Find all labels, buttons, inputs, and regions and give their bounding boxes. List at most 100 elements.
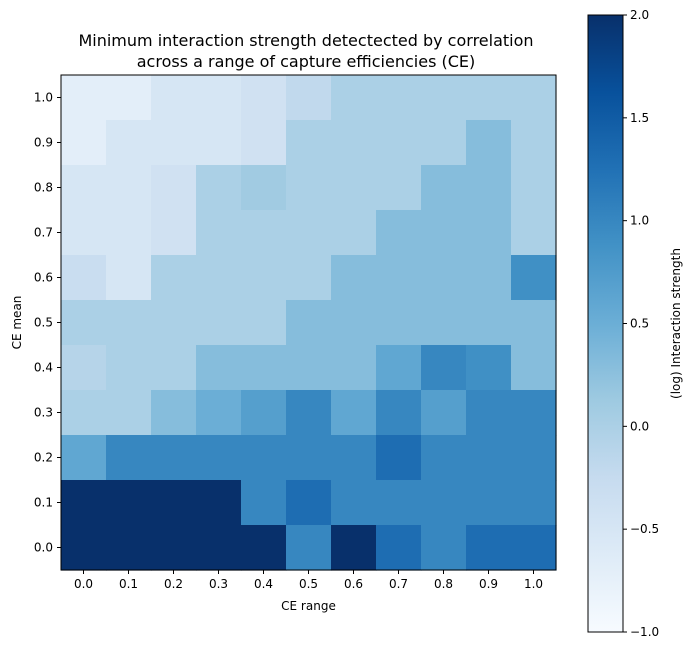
heatmap-cell xyxy=(466,480,512,526)
heatmap-cell xyxy=(331,75,377,121)
colorbar-tick-label: 0.5 xyxy=(630,317,649,331)
heatmap-cell xyxy=(196,480,242,526)
heatmap-cells xyxy=(61,75,557,571)
x-tick-label: 0.0 xyxy=(74,577,93,591)
heatmap-cell xyxy=(421,165,467,211)
x-tick-label: 0.4 xyxy=(254,577,273,591)
colorbar-ticks: 2.0 1.5 1.0 0.5 0.0 −0.5 −1.0 xyxy=(623,8,659,639)
heatmap-cell xyxy=(376,345,422,391)
heatmap-cell xyxy=(106,165,152,211)
heatmap-cell xyxy=(241,255,287,301)
heatmap-cell xyxy=(241,345,287,391)
x-tick-label: 0.5 xyxy=(299,577,318,591)
heatmap-cell xyxy=(286,435,332,481)
x-tick-label: 0.3 xyxy=(209,577,228,591)
heatmap-cell xyxy=(286,120,332,166)
heatmap-cell xyxy=(331,390,377,436)
colorbar-tick-label: 1.0 xyxy=(630,214,649,228)
heatmap-cell xyxy=(511,120,557,166)
heatmap-cell xyxy=(61,435,107,481)
heatmap-cell xyxy=(511,210,557,256)
heatmap-cell xyxy=(241,435,287,481)
heatmap-cell xyxy=(196,345,242,391)
heatmap-cell xyxy=(106,120,152,166)
heatmap-cell xyxy=(286,255,332,301)
heatmap-cell xyxy=(241,120,287,166)
colorbar-tick-label: 1.5 xyxy=(630,111,649,125)
heatmap-cell xyxy=(466,120,512,166)
heatmap-cell xyxy=(151,165,197,211)
heatmap-cell xyxy=(151,300,197,346)
heatmap-cell xyxy=(61,210,107,256)
heatmap-cell xyxy=(376,75,422,121)
heatmap-cell xyxy=(286,525,332,571)
colorbar-tick-label: −0.5 xyxy=(630,522,659,536)
heatmap-cell xyxy=(286,345,332,391)
heatmap-cell xyxy=(331,120,377,166)
y-tick-label: 0.4 xyxy=(34,361,53,375)
heatmap-cell xyxy=(106,210,152,256)
heatmap-cell xyxy=(511,390,557,436)
y-tick-label: 0.2 xyxy=(34,451,53,465)
heatmap-cell xyxy=(466,300,512,346)
heatmap-cell xyxy=(421,435,467,481)
heatmap-cell xyxy=(196,75,242,121)
y-tick-label: 0.7 xyxy=(34,226,53,240)
heatmap-cell xyxy=(151,120,197,166)
heatmap-cell xyxy=(106,435,152,481)
heatmap-cell xyxy=(196,300,242,346)
heatmap-cell xyxy=(196,165,242,211)
heatmap-cell xyxy=(421,300,467,346)
heatmap-cell xyxy=(376,525,422,571)
chart-title-line-1: Minimum interaction strength detectected… xyxy=(78,31,533,50)
heatmap-cell xyxy=(376,120,422,166)
x-axis-label: CE range xyxy=(281,599,336,613)
heatmap-cell xyxy=(376,480,422,526)
heatmap-cell xyxy=(241,165,287,211)
heatmap-cell xyxy=(511,345,557,391)
y-tick-label: 0.0 xyxy=(34,541,53,555)
colorbar-tick-label: 2.0 xyxy=(630,8,649,22)
y-tick-label: 0.6 xyxy=(34,271,53,285)
heatmap-cell xyxy=(196,435,242,481)
heatmap-cell xyxy=(196,255,242,301)
y-tick-label: 0.1 xyxy=(34,496,53,510)
heatmap-cell xyxy=(286,480,332,526)
heatmap-cell xyxy=(421,210,467,256)
heatmap-cell xyxy=(196,525,242,571)
colorbar xyxy=(587,14,624,633)
heatmap-cell xyxy=(151,525,197,571)
heatmap-cell xyxy=(376,435,422,481)
heatmap-cell xyxy=(286,210,332,256)
heatmap-cell xyxy=(421,345,467,391)
x-tick-label: 0.7 xyxy=(389,577,408,591)
heatmap-cell xyxy=(241,210,287,256)
heatmap-cell xyxy=(286,300,332,346)
heatmap-cell xyxy=(331,255,377,301)
heatmap-cell xyxy=(466,210,512,256)
heatmap-cell xyxy=(151,390,197,436)
heatmap-cell xyxy=(286,390,332,436)
x-tick-label: 0.8 xyxy=(434,577,453,591)
x-axis-ticks: 0.0 0.1 0.2 0.3 0.4 0.5 0.6 0.7 0.8 0.9 1.0 xyxy=(74,570,543,591)
heatmap-cell xyxy=(61,165,107,211)
heatmap-cell xyxy=(196,210,242,256)
heatmap-cell xyxy=(376,390,422,436)
y-tick-label: 1.0 xyxy=(34,91,53,105)
heatmap-cell xyxy=(331,345,377,391)
heatmap-cell xyxy=(376,210,422,256)
heatmap-cell xyxy=(511,165,557,211)
heatmap-cell xyxy=(511,480,557,526)
heatmap-cell xyxy=(61,480,107,526)
heatmap-cell xyxy=(106,75,152,121)
heatmap-cell xyxy=(376,165,422,211)
y-tick-label: 0.5 xyxy=(34,316,53,330)
heatmap-cell xyxy=(106,525,152,571)
colorbar-label: (log) Interaction strength xyxy=(669,248,683,399)
heatmap-cell xyxy=(106,390,152,436)
heatmap-cell xyxy=(286,165,332,211)
y-tick-label: 0.3 xyxy=(34,406,53,420)
y-axis-ticks: 0.0 0.1 0.2 0.3 0.4 0.5 0.6 0.7 0.8 0.9 1.0 xyxy=(34,91,61,555)
heatmap-cell xyxy=(61,525,107,571)
